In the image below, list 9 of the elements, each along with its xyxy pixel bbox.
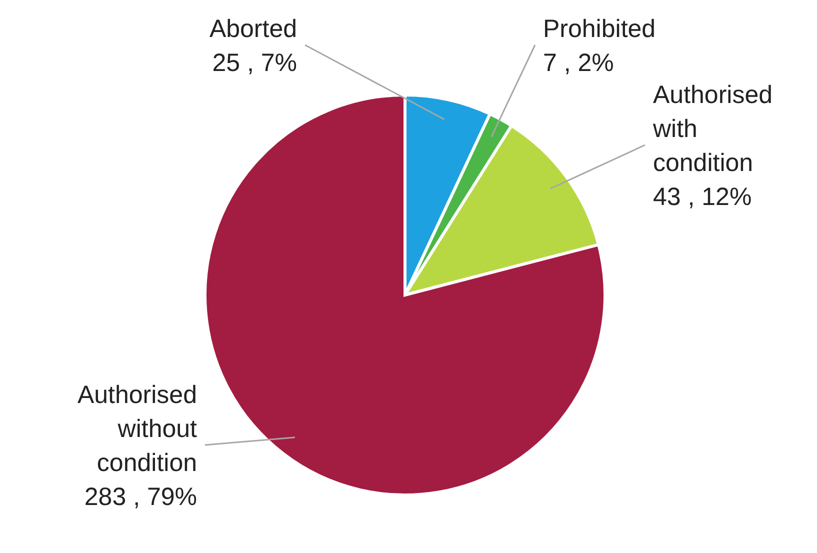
slice-label: Authorised without condition [77,381,198,477]
data-label: 43 , 12% [653,183,752,211]
slice-label: Aborted [209,15,297,43]
pie-slice [204,94,606,496]
slice-label: Authorised with condition [652,81,773,177]
slice-label: Prohibited [543,15,656,43]
data-label: 7 , 2% [543,49,614,77]
data-label: 283 , 79% [84,483,197,511]
data-label: 25 , 7% [212,49,297,77]
